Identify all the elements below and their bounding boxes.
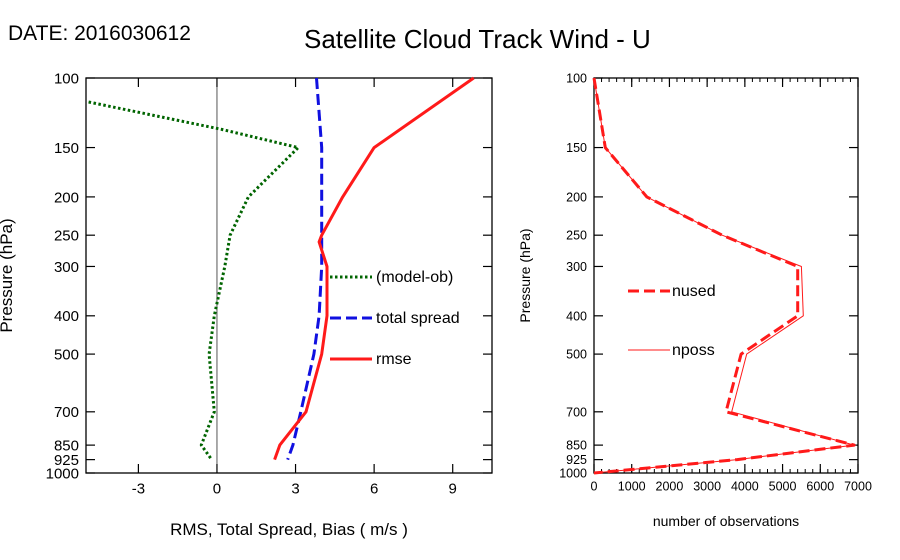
y-tick-label: 300 xyxy=(54,259,79,276)
y-tick-label: 250 xyxy=(54,228,79,245)
y-tick-label: 700 xyxy=(566,405,587,419)
y-tick-label: 400 xyxy=(566,309,587,323)
x-tick-label: 9 xyxy=(449,480,457,497)
legend-label: nused xyxy=(672,283,716,300)
chart-title: Satellite Cloud Track Wind - U xyxy=(304,24,651,54)
y-axis-label: Pressure (hPa) xyxy=(517,228,533,322)
series-line-nposs xyxy=(593,77,855,474)
y-tick-label: 850 xyxy=(566,439,587,453)
y-tick-label: 1000 xyxy=(46,465,79,482)
y-tick-label: 100 xyxy=(54,70,79,87)
legend-label: total spread xyxy=(376,310,460,327)
y-tick-label: 1000 xyxy=(559,467,587,481)
y-tick-label: 400 xyxy=(54,308,79,325)
x-tick-label: 0 xyxy=(591,479,598,493)
legend-label: nposs xyxy=(672,342,715,359)
y-tick-label: 500 xyxy=(566,348,587,362)
x-tick-label: 6000 xyxy=(806,479,834,493)
x-tick-label: 1000 xyxy=(618,479,646,493)
x-tick-label: 5000 xyxy=(769,479,797,493)
x-tick-label: 4000 xyxy=(731,479,759,493)
y-tick-label: 925 xyxy=(54,452,79,469)
legend-label: (model-ob) xyxy=(376,269,453,286)
x-tick-label: 6 xyxy=(370,480,378,497)
x-tick-label: 0 xyxy=(213,480,221,497)
x-tick-label: 2000 xyxy=(656,479,684,493)
series-line-rmse xyxy=(273,76,475,461)
x-tick-label: -3 xyxy=(132,480,145,497)
y-tick-label: 700 xyxy=(54,404,79,421)
y-tick-label: 150 xyxy=(54,140,79,157)
y-axis-label: Pressure (hPa) xyxy=(0,218,16,332)
y-tick-label: 200 xyxy=(566,190,587,204)
y-tick-label: 100 xyxy=(566,72,587,86)
series-line-modelob xyxy=(88,100,300,461)
x-tick-label: 3 xyxy=(291,480,299,497)
plot-frame xyxy=(593,77,859,474)
y-tick-label: 850 xyxy=(54,438,79,455)
series-line-totalspread xyxy=(286,77,324,461)
y-tick-label: 925 xyxy=(566,453,587,467)
y-tick-label: 500 xyxy=(54,346,79,363)
y-tick-label: 250 xyxy=(566,229,587,243)
plot-frame xyxy=(85,77,493,474)
x-axis-label: RMS, Total Spread, Bias ( m/s ) xyxy=(170,520,408,539)
legend-label: rmse xyxy=(376,351,412,368)
y-tick-label: 300 xyxy=(566,260,587,274)
x-tick-label: 7000 xyxy=(844,479,872,493)
x-tick-label: 3000 xyxy=(693,479,721,493)
y-tick-label: 200 xyxy=(54,189,79,206)
series-line-nused xyxy=(592,77,856,475)
date-label: DATE: 2016030612 xyxy=(8,22,191,45)
x-axis-label: number of observations xyxy=(653,513,799,529)
y-tick-label: 150 xyxy=(566,141,587,155)
